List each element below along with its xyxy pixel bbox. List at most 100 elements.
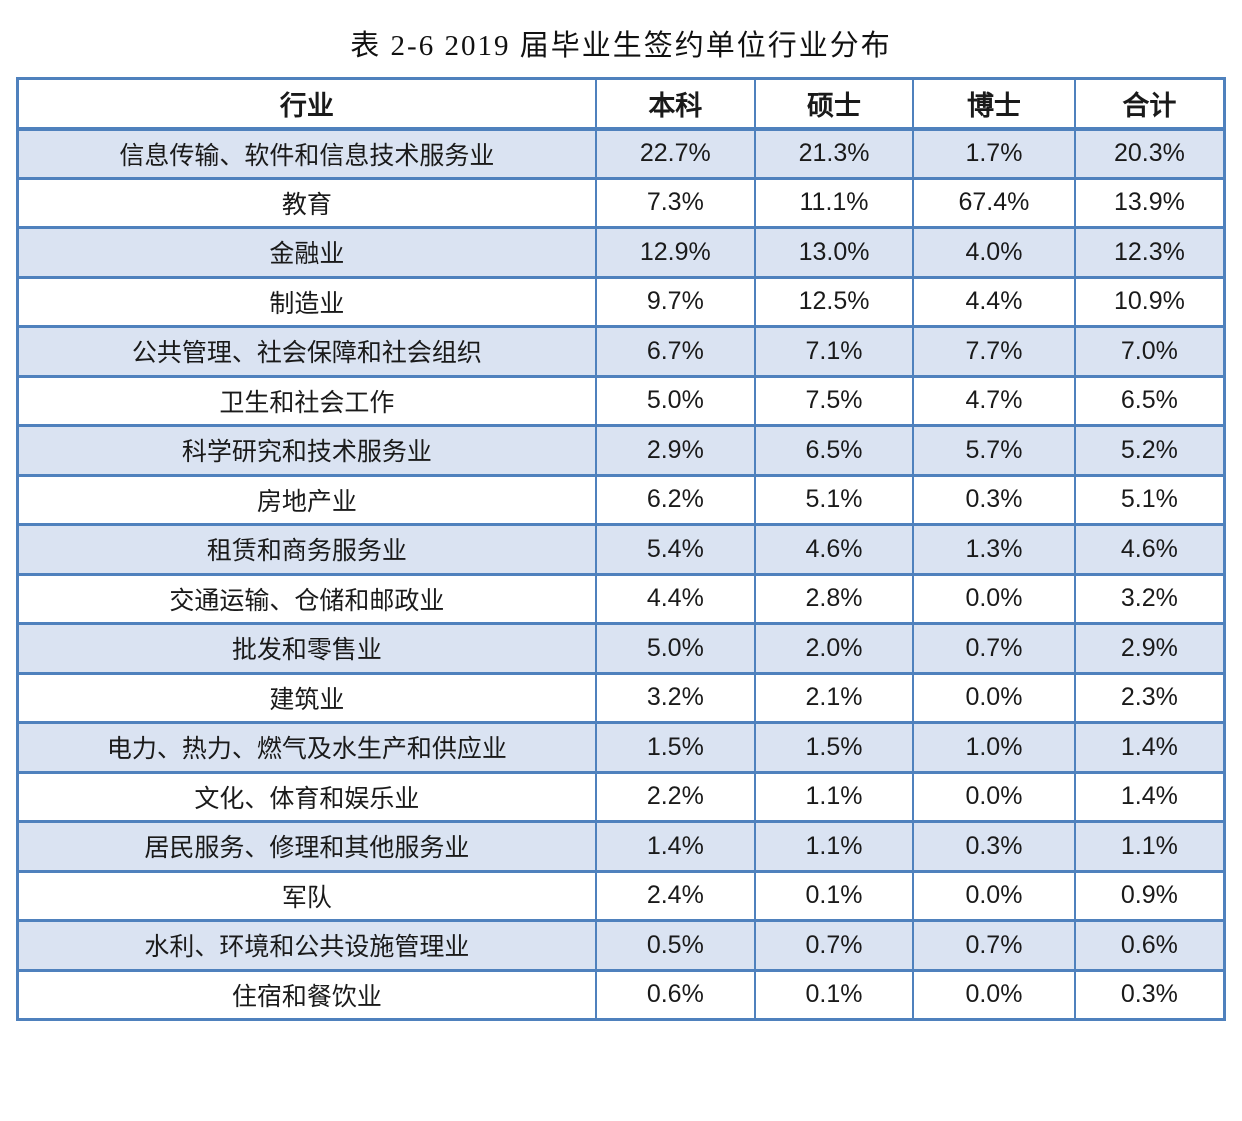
table-row: 批发和零售业 5.0% 2.0% 0.7% 2.9% — [16, 622, 1226, 675]
column-header-industry: 行业 — [16, 77, 597, 131]
master-value-cell: 4.6% — [753, 523, 915, 576]
doctor-value-cell: 7.7% — [912, 325, 1076, 378]
table-row: 信息传输、软件和信息技术服务业 22.7% 21.3% 1.7% 20.3% — [16, 127, 1226, 180]
total-value-cell: 1.4% — [1073, 770, 1226, 823]
bachelor-value-cell: 6.7% — [594, 325, 756, 378]
doctor-value-cell: 4.7% — [912, 374, 1076, 427]
table-header: 行业 本科 硕士 博士 合计 — [16, 77, 1226, 131]
industry-cell: 公共管理、社会保障和社会组织 — [16, 325, 597, 378]
table-row: 制造业 9.7% 12.5% 4.4% 10.9% — [16, 275, 1226, 328]
industry-cell: 租赁和商务服务业 — [16, 523, 597, 576]
bachelor-value-cell: 1.4% — [594, 820, 756, 873]
industry-cell: 教育 — [16, 176, 597, 229]
bachelor-value-cell: 3.2% — [594, 671, 756, 724]
total-value-cell: 10.9% — [1073, 275, 1226, 328]
table-caption: 表 2-6 2019 届毕业生签约单位行业分布 — [350, 30, 892, 62]
table-row: 水利、环境和公共设施管理业 0.5% 0.7% 0.7% 0.6% — [16, 919, 1226, 972]
total-value-cell: 2.3% — [1073, 671, 1226, 724]
bachelor-value-cell: 5.4% — [594, 523, 756, 576]
table-row: 教育 7.3% 11.1% 67.4% 13.9% — [16, 176, 1226, 229]
master-value-cell: 2.8% — [753, 572, 915, 625]
bachelor-value-cell: 12.9% — [594, 226, 756, 279]
master-value-cell: 7.1% — [753, 325, 915, 378]
doctor-value-cell: 1.0% — [912, 721, 1076, 774]
header-row: 行业 本科 硕士 博士 合计 — [16, 77, 1226, 131]
table-row: 卫生和社会工作 5.0% 7.5% 4.7% 6.5% — [16, 374, 1226, 427]
doctor-value-cell: 4.4% — [912, 275, 1076, 328]
master-value-cell: 11.1% — [753, 176, 915, 229]
table-row: 公共管理、社会保障和社会组织 6.7% 7.1% 7.7% 7.0% — [16, 325, 1226, 378]
master-value-cell: 12.5% — [753, 275, 915, 328]
table-row: 文化、体育和娱乐业 2.2% 1.1% 0.0% 1.4% — [16, 770, 1226, 823]
table-row: 租赁和商务服务业 5.4% 4.6% 1.3% 4.6% — [16, 523, 1226, 576]
bachelor-value-cell: 1.5% — [594, 721, 756, 774]
bachelor-value-cell: 5.0% — [594, 622, 756, 675]
doctor-value-cell: 0.0% — [912, 572, 1076, 625]
bachelor-value-cell: 9.7% — [594, 275, 756, 328]
industry-cell: 住宿和餐饮业 — [16, 968, 597, 1021]
total-value-cell: 6.5% — [1073, 374, 1226, 427]
master-value-cell: 0.1% — [753, 968, 915, 1021]
bachelor-value-cell: 0.5% — [594, 919, 756, 972]
master-value-cell: 7.5% — [753, 374, 915, 427]
industry-cell: 科学研究和技术服务业 — [16, 424, 597, 477]
table-row: 交通运输、仓储和邮政业 4.4% 2.8% 0.0% 3.2% — [16, 572, 1226, 625]
doctor-value-cell: 0.3% — [912, 820, 1076, 873]
doctor-value-cell: 0.0% — [912, 869, 1076, 922]
doctor-value-cell: 0.0% — [912, 770, 1076, 823]
total-value-cell: 0.6% — [1073, 919, 1226, 972]
industry-cell: 居民服务、修理和其他服务业 — [16, 820, 597, 873]
table-body: 信息传输、软件和信息技术服务业 22.7% 21.3% 1.7% 20.3% 教… — [16, 127, 1226, 1021]
table-row: 住宿和餐饮业 0.6% 0.1% 0.0% 0.3% — [16, 968, 1226, 1021]
total-value-cell: 3.2% — [1073, 572, 1226, 625]
industry-cell: 信息传输、软件和信息技术服务业 — [16, 127, 597, 180]
master-value-cell: 0.7% — [753, 919, 915, 972]
doctor-value-cell: 0.3% — [912, 473, 1076, 526]
master-value-cell: 5.1% — [753, 473, 915, 526]
master-value-cell: 1.1% — [753, 770, 915, 823]
master-value-cell: 6.5% — [753, 424, 915, 477]
industry-cell: 建筑业 — [16, 671, 597, 724]
doctor-value-cell: 0.7% — [912, 622, 1076, 675]
total-value-cell: 4.6% — [1073, 523, 1226, 576]
industry-cell: 卫生和社会工作 — [16, 374, 597, 427]
industry-cell: 制造业 — [16, 275, 597, 328]
industry-cell: 军队 — [16, 869, 597, 922]
bachelor-value-cell: 22.7% — [594, 127, 756, 180]
column-header-total: 合计 — [1073, 77, 1226, 131]
total-value-cell: 1.4% — [1073, 721, 1226, 774]
bachelor-value-cell: 6.2% — [594, 473, 756, 526]
doctor-value-cell: 0.0% — [912, 671, 1076, 724]
bachelor-value-cell: 0.6% — [594, 968, 756, 1021]
table-row: 电力、热力、燃气及水生产和供应业 1.5% 1.5% 1.0% 1.4% — [16, 721, 1226, 774]
total-value-cell: 20.3% — [1073, 127, 1226, 180]
total-value-cell: 1.1% — [1073, 820, 1226, 873]
table-row: 金融业 12.9% 13.0% 4.0% 12.3% — [16, 226, 1226, 279]
industry-distribution-table: 行业 本科 硕士 博士 合计 信息传输、软件和信息技术服务业 22.7% 21.… — [16, 77, 1226, 1021]
table-row: 房地产业 6.2% 5.1% 0.3% 5.1% — [16, 473, 1226, 526]
master-value-cell: 1.5% — [753, 721, 915, 774]
column-header-doctor: 博士 — [912, 77, 1076, 131]
doctor-value-cell: 0.0% — [912, 968, 1076, 1021]
bachelor-value-cell: 2.4% — [594, 869, 756, 922]
total-value-cell: 7.0% — [1073, 325, 1226, 378]
doctor-value-cell: 1.7% — [912, 127, 1076, 180]
master-value-cell: 0.1% — [753, 869, 915, 922]
industry-cell: 房地产业 — [16, 473, 597, 526]
industry-cell: 金融业 — [16, 226, 597, 279]
total-value-cell: 5.2% — [1073, 424, 1226, 477]
table-row: 军队 2.4% 0.1% 0.0% 0.9% — [16, 869, 1226, 922]
total-value-cell: 0.3% — [1073, 968, 1226, 1021]
master-value-cell: 1.1% — [753, 820, 915, 873]
column-header-bachelor: 本科 — [594, 77, 756, 131]
industry-cell: 文化、体育和娱乐业 — [16, 770, 597, 823]
industry-cell: 电力、热力、燃气及水生产和供应业 — [16, 721, 597, 774]
bachelor-value-cell: 2.2% — [594, 770, 756, 823]
master-value-cell: 13.0% — [753, 226, 915, 279]
master-value-cell: 21.3% — [753, 127, 915, 180]
total-value-cell: 2.9% — [1073, 622, 1226, 675]
total-value-cell: 0.9% — [1073, 869, 1226, 922]
master-value-cell: 2.0% — [753, 622, 915, 675]
doctor-value-cell: 4.0% — [912, 226, 1076, 279]
